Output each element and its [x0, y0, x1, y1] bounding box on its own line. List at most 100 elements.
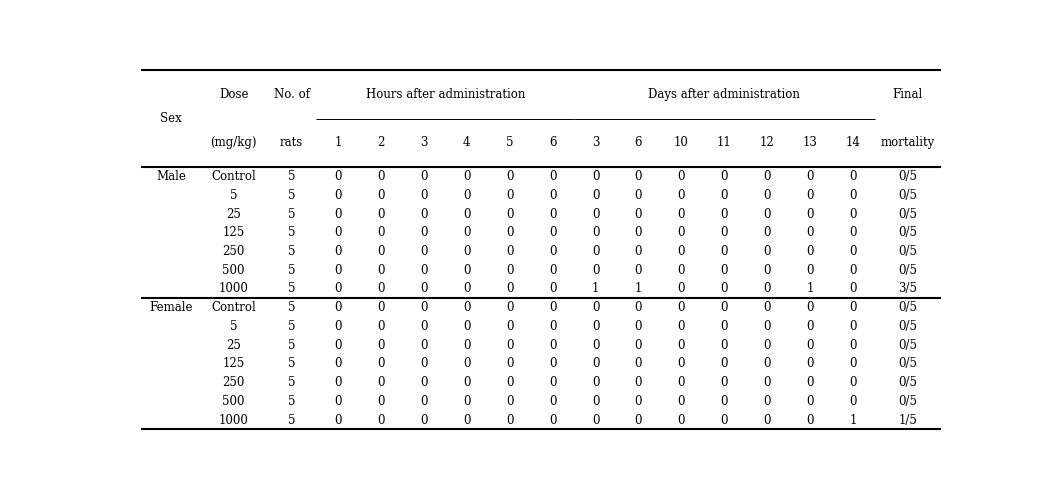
Text: 0: 0 — [592, 301, 599, 314]
Text: 5: 5 — [287, 245, 296, 258]
Text: 0: 0 — [850, 376, 857, 389]
Text: 0: 0 — [420, 264, 428, 277]
Text: 5: 5 — [287, 264, 296, 277]
Text: 0: 0 — [377, 170, 384, 183]
Text: 0: 0 — [678, 357, 686, 370]
Text: 0: 0 — [635, 245, 642, 258]
Text: 5: 5 — [287, 339, 296, 352]
Text: 0: 0 — [549, 264, 556, 277]
Text: 0: 0 — [763, 226, 771, 239]
Text: 0: 0 — [720, 245, 728, 258]
Text: 0: 0 — [505, 357, 514, 370]
Text: 0: 0 — [549, 413, 556, 427]
Text: 0: 0 — [678, 282, 686, 296]
Text: 0: 0 — [549, 320, 556, 333]
Text: 1: 1 — [334, 136, 341, 149]
Text: 500: 500 — [222, 264, 245, 277]
Text: 0: 0 — [807, 226, 814, 239]
Text: 1000: 1000 — [219, 282, 249, 296]
Text: 0: 0 — [763, 189, 771, 202]
Text: Male: Male — [156, 170, 186, 183]
Text: 125: 125 — [222, 357, 245, 370]
Text: mortality: mortality — [880, 136, 935, 149]
Text: 0: 0 — [763, 264, 771, 277]
Text: 5: 5 — [287, 170, 296, 183]
Text: 5: 5 — [287, 376, 296, 389]
Text: 0: 0 — [592, 320, 599, 333]
Text: 25: 25 — [226, 208, 241, 220]
Text: 0: 0 — [334, 245, 341, 258]
Text: 5: 5 — [287, 357, 296, 370]
Text: 0: 0 — [720, 339, 728, 352]
Text: Control: Control — [212, 301, 256, 314]
Text: 0: 0 — [549, 282, 556, 296]
Text: 0: 0 — [635, 376, 642, 389]
Text: 13: 13 — [802, 136, 817, 149]
Text: 0/5: 0/5 — [898, 301, 917, 314]
Text: 14: 14 — [846, 136, 860, 149]
Text: 0: 0 — [763, 320, 771, 333]
Text: 0: 0 — [635, 320, 642, 333]
Text: 0/5: 0/5 — [898, 264, 917, 277]
Text: 0: 0 — [635, 413, 642, 427]
Text: Sex: Sex — [160, 112, 182, 125]
Text: 0: 0 — [807, 376, 814, 389]
Text: 0: 0 — [720, 301, 728, 314]
Text: 0/5: 0/5 — [898, 339, 917, 352]
Text: 0: 0 — [549, 339, 556, 352]
Text: 0: 0 — [377, 339, 384, 352]
Text: 0: 0 — [463, 413, 471, 427]
Text: 0: 0 — [720, 170, 728, 183]
Text: 0: 0 — [549, 208, 556, 220]
Text: 0: 0 — [678, 395, 686, 408]
Text: 0: 0 — [592, 264, 599, 277]
Text: 0: 0 — [549, 357, 556, 370]
Text: 0: 0 — [463, 320, 471, 333]
Text: 0: 0 — [420, 357, 428, 370]
Text: 0: 0 — [592, 170, 599, 183]
Text: 0: 0 — [463, 282, 471, 296]
Text: 0: 0 — [505, 170, 514, 183]
Text: 5: 5 — [287, 301, 296, 314]
Text: 0: 0 — [678, 413, 686, 427]
Text: 0: 0 — [505, 189, 514, 202]
Text: 0: 0 — [505, 320, 514, 333]
Text: 2: 2 — [377, 136, 384, 149]
Text: 0: 0 — [763, 208, 771, 220]
Text: 3/5: 3/5 — [898, 282, 917, 296]
Text: 0: 0 — [635, 208, 642, 220]
Text: 0: 0 — [678, 320, 686, 333]
Text: 0: 0 — [505, 376, 514, 389]
Text: 500: 500 — [222, 395, 245, 408]
Text: 0: 0 — [377, 357, 384, 370]
Text: 0: 0 — [850, 320, 857, 333]
Text: 0: 0 — [505, 226, 514, 239]
Text: 0: 0 — [635, 264, 642, 277]
Text: 0: 0 — [635, 189, 642, 202]
Text: Female: Female — [150, 301, 193, 314]
Text: 125: 125 — [222, 226, 245, 239]
Text: 0: 0 — [377, 245, 384, 258]
Text: 0: 0 — [463, 245, 471, 258]
Text: 0: 0 — [463, 189, 471, 202]
Text: Dose: Dose — [219, 88, 249, 101]
Text: 0: 0 — [850, 395, 857, 408]
Text: 0: 0 — [334, 226, 341, 239]
Text: 0: 0 — [763, 301, 771, 314]
Text: No. of: No. of — [274, 88, 310, 101]
Text: 0: 0 — [635, 301, 642, 314]
Text: 0: 0 — [334, 339, 341, 352]
Text: 0: 0 — [678, 226, 686, 239]
Text: 0: 0 — [635, 339, 642, 352]
Text: 0: 0 — [720, 282, 728, 296]
Text: Final: Final — [893, 88, 923, 101]
Text: 0: 0 — [720, 264, 728, 277]
Text: 0: 0 — [463, 226, 471, 239]
Text: 0/5: 0/5 — [898, 226, 917, 239]
Text: 1/5: 1/5 — [898, 413, 917, 427]
Text: 0: 0 — [763, 170, 771, 183]
Text: 0: 0 — [678, 170, 686, 183]
Text: 0: 0 — [592, 376, 599, 389]
Text: 0: 0 — [635, 170, 642, 183]
Text: 0: 0 — [850, 189, 857, 202]
